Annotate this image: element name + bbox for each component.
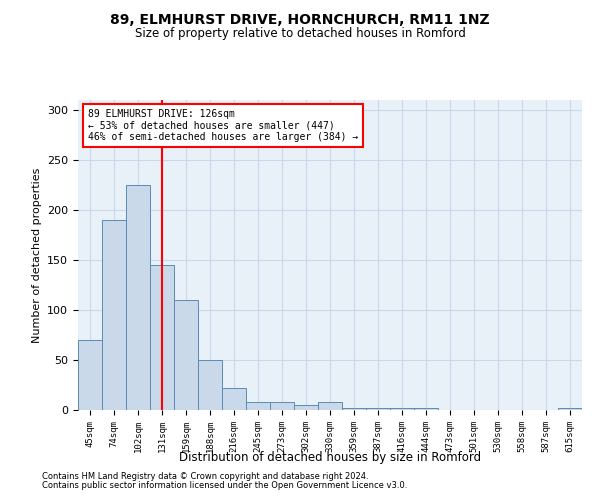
Bar (126, 185, 150, 410)
Bar (246, 402, 270, 410)
Bar (318, 402, 342, 410)
Text: Distribution of detached houses by size in Romford: Distribution of detached houses by size … (179, 451, 481, 464)
Text: Contains HM Land Registry data © Crown copyright and database right 2024.: Contains HM Land Registry data © Crown c… (42, 472, 368, 481)
Bar (414, 408, 438, 410)
Bar (366, 408, 390, 410)
Text: 89, ELMHURST DRIVE, HORNCHURCH, RM11 1NZ: 89, ELMHURST DRIVE, HORNCHURCH, RM11 1NZ (110, 12, 490, 26)
Bar (342, 408, 366, 410)
Bar (174, 300, 198, 410)
Y-axis label: Number of detached properties: Number of detached properties (32, 168, 41, 342)
Bar (102, 220, 126, 410)
Text: Contains public sector information licensed under the Open Government Licence v3: Contains public sector information licen… (42, 481, 407, 490)
Bar (270, 402, 294, 410)
Bar (198, 360, 222, 410)
Bar (150, 265, 174, 410)
Bar (222, 388, 246, 410)
Bar (390, 408, 414, 410)
Text: Size of property relative to detached houses in Romford: Size of property relative to detached ho… (134, 28, 466, 40)
Bar (78, 340, 102, 410)
Text: 89 ELMHURST DRIVE: 126sqm
← 53% of detached houses are smaller (447)
46% of semi: 89 ELMHURST DRIVE: 126sqm ← 53% of detac… (88, 110, 358, 142)
Bar (558, 408, 582, 410)
Bar (294, 405, 318, 410)
